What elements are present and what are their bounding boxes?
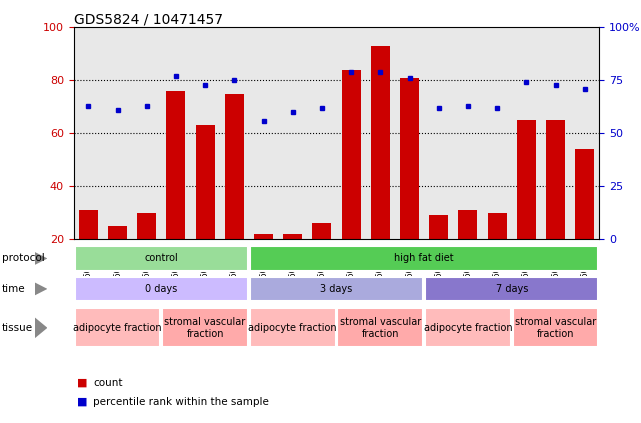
Text: stromal vascular
fraction: stromal vascular fraction xyxy=(515,317,596,339)
Bar xyxy=(108,226,127,239)
Text: 0 days: 0 days xyxy=(146,284,178,294)
Bar xyxy=(312,223,331,239)
Bar xyxy=(167,91,185,239)
FancyBboxPatch shape xyxy=(513,308,599,347)
Bar xyxy=(196,125,215,239)
Bar xyxy=(546,120,565,239)
Text: control: control xyxy=(144,253,178,264)
Polygon shape xyxy=(35,283,47,296)
FancyBboxPatch shape xyxy=(250,308,336,347)
Text: 3 days: 3 days xyxy=(320,284,353,294)
FancyBboxPatch shape xyxy=(250,277,423,301)
Text: stromal vascular
fraction: stromal vascular fraction xyxy=(340,317,421,339)
FancyBboxPatch shape xyxy=(74,308,160,347)
Text: ■: ■ xyxy=(77,378,87,388)
Bar xyxy=(371,46,390,239)
Bar xyxy=(429,215,448,239)
Bar xyxy=(137,213,156,239)
Bar xyxy=(225,93,244,239)
Text: stromal vascular
fraction: stromal vascular fraction xyxy=(165,317,246,339)
Bar xyxy=(254,234,273,239)
Bar xyxy=(283,234,302,239)
Text: GDS5824 / 10471457: GDS5824 / 10471457 xyxy=(74,13,222,27)
Text: time: time xyxy=(2,284,26,294)
FancyBboxPatch shape xyxy=(162,308,248,347)
Text: adipocyte fraction: adipocyte fraction xyxy=(249,323,337,333)
Text: high fat diet: high fat diet xyxy=(394,253,454,264)
Bar xyxy=(458,210,478,239)
Text: percentile rank within the sample: percentile rank within the sample xyxy=(93,397,269,407)
Text: protocol: protocol xyxy=(2,253,45,264)
Polygon shape xyxy=(35,317,47,338)
FancyBboxPatch shape xyxy=(337,308,423,347)
Text: count: count xyxy=(93,378,122,388)
Bar xyxy=(575,149,594,239)
FancyBboxPatch shape xyxy=(250,246,599,271)
FancyBboxPatch shape xyxy=(74,246,248,271)
Text: adipocyte fraction: adipocyte fraction xyxy=(424,323,512,333)
Bar xyxy=(342,70,361,239)
Bar xyxy=(488,213,506,239)
FancyBboxPatch shape xyxy=(74,277,248,301)
Text: tissue: tissue xyxy=(2,323,33,333)
Bar xyxy=(79,210,98,239)
Bar xyxy=(400,78,419,239)
Text: 7 days: 7 days xyxy=(495,284,528,294)
FancyBboxPatch shape xyxy=(425,308,511,347)
Text: ■: ■ xyxy=(77,397,87,407)
Polygon shape xyxy=(35,252,47,265)
FancyBboxPatch shape xyxy=(425,277,599,301)
Bar xyxy=(517,120,536,239)
Text: adipocyte fraction: adipocyte fraction xyxy=(73,323,162,333)
